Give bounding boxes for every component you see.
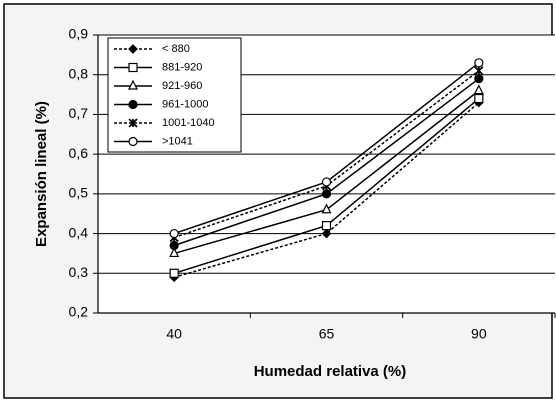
marker bbox=[321, 228, 332, 239]
y-tick-label: 0,8 bbox=[69, 65, 89, 81]
y-tick-label: 0,2 bbox=[69, 304, 89, 320]
legend-label: 921-960 bbox=[162, 80, 202, 92]
legend-label: < 880 bbox=[162, 43, 190, 55]
legend-marker bbox=[128, 79, 138, 90]
y-axis-title: Expansión lineal (%) bbox=[33, 101, 50, 247]
legend-label: 961-1000 bbox=[162, 98, 209, 110]
marker bbox=[474, 74, 484, 84]
legend-label: 1001-1040 bbox=[162, 117, 215, 129]
legend-marker bbox=[128, 44, 138, 54]
marker bbox=[474, 58, 484, 68]
marker bbox=[474, 66, 484, 76]
marker bbox=[473, 84, 484, 95]
y-tick-label: 0,5 bbox=[69, 185, 89, 201]
marker bbox=[321, 177, 332, 187]
x-axis-title: Humedad relativa (%) bbox=[254, 363, 407, 380]
y-tick-label: 0,3 bbox=[69, 264, 89, 280]
y-tick-label: 0,7 bbox=[69, 105, 89, 121]
x-tick-label: 65 bbox=[319, 326, 335, 342]
marker bbox=[169, 247, 180, 258]
marker bbox=[169, 268, 179, 278]
legend-marker bbox=[128, 118, 138, 128]
y-tick-label: 0,6 bbox=[69, 145, 89, 161]
series-line bbox=[173, 101, 480, 278]
legend-marker bbox=[128, 99, 138, 110]
legend-label: >1041 bbox=[162, 135, 193, 147]
x-tick-label: 40 bbox=[166, 326, 182, 342]
legend-marker bbox=[128, 136, 138, 147]
marker bbox=[169, 240, 179, 251]
x-tick-label: 90 bbox=[471, 326, 487, 342]
y-tick-label: 0,4 bbox=[69, 224, 89, 240]
marker bbox=[169, 228, 179, 239]
marker bbox=[474, 93, 484, 104]
legend-label: 881-920 bbox=[162, 61, 202, 73]
legend-marker bbox=[128, 62, 138, 73]
marker bbox=[321, 221, 332, 231]
y-tick-label: 0,9 bbox=[69, 26, 89, 42]
marker bbox=[321, 203, 332, 214]
marker bbox=[321, 189, 332, 199]
legend-box bbox=[107, 37, 242, 153]
